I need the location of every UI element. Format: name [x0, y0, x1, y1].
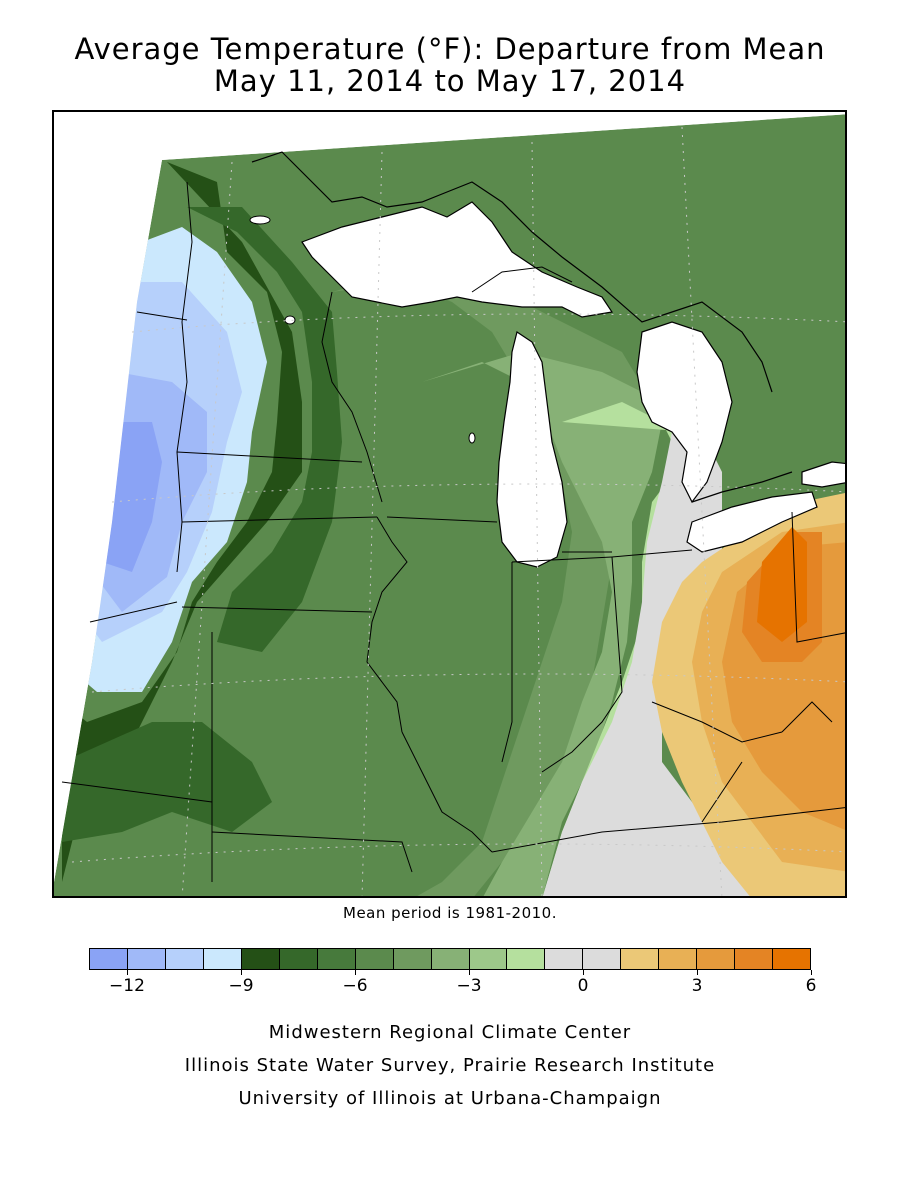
- shoreline-north: [251, 151, 793, 503]
- legend-swatch: [90, 949, 128, 969]
- map-panel: [52, 110, 847, 898]
- warm-region-peak: [757, 527, 807, 642]
- legend-tick-mark: [810, 970, 812, 975]
- legend-tick-label: −3: [456, 976, 482, 996]
- legend-swatch: [431, 949, 470, 969]
- legend-tick-label: 6: [805, 976, 817, 996]
- legend-swatch: [583, 949, 622, 969]
- legend-swatch: [393, 949, 432, 969]
- legend-tick-label: −6: [342, 976, 368, 996]
- legend-tick-mark: [354, 970, 356, 975]
- small-island: [284, 315, 296, 325]
- map-title: Average Temperature (°F): Departure from…: [74, 32, 826, 66]
- legend-tick-mark: [126, 970, 128, 975]
- legend-swatch: [697, 949, 736, 969]
- very-cool-band-2: [187, 207, 342, 652]
- legend-tick-label: −12: [109, 976, 145, 996]
- lake-erie: [686, 491, 818, 553]
- legend-tick-label: −9: [228, 976, 254, 996]
- credit-line-2: Illinois State Water Survey, Prairie Res…: [184, 1055, 716, 1076]
- credit-line-1: Midwestern Regional Climate Center: [268, 1022, 632, 1043]
- cool-band-west: [62, 722, 272, 842]
- legend-swatch: [735, 949, 774, 969]
- legend-swatch: [355, 949, 394, 969]
- mean-period-note: Mean period is 1981-2010.: [343, 904, 557, 922]
- color-legend: [89, 948, 811, 970]
- temperature-departure-map: [54, 112, 845, 896]
- legend-swatch: [773, 949, 811, 969]
- legend-tick-label: 0: [577, 976, 589, 996]
- slight-cool-band: [422, 352, 662, 896]
- legend-swatch: [203, 949, 242, 969]
- legend-tick-label: 3: [691, 976, 703, 996]
- lake-michigan: [496, 331, 568, 568]
- legend-swatch: [507, 949, 546, 969]
- legend-swatch: [279, 949, 318, 969]
- legend-tick-mark: [468, 970, 470, 975]
- legend-swatch: [317, 949, 356, 969]
- legend-swatch: [127, 949, 166, 969]
- no-data-area: [54, 112, 845, 882]
- legend-swatch: [545, 949, 584, 969]
- legend-swatch: [241, 949, 280, 969]
- small-island-2: [468, 432, 476, 444]
- very-cool-band: [62, 162, 302, 882]
- graticule: [71, 126, 845, 896]
- great-lakes: [301, 201, 845, 568]
- state-boundaries: [61, 181, 845, 882]
- isle-royale: [249, 215, 271, 225]
- legend-tick-mark: [582, 970, 584, 975]
- map-date-range: May 11, 2014 to May 17, 2014: [213, 64, 687, 98]
- legend-swatch: [659, 949, 698, 969]
- legend-swatch: [621, 949, 660, 969]
- credit-line-3: University of Illinois at Urbana-Champai…: [238, 1088, 662, 1109]
- legend-swatch: [469, 949, 508, 969]
- legend-tick-mark: [240, 970, 242, 975]
- legend-swatch: [165, 949, 204, 969]
- lake-ontario: [801, 461, 845, 488]
- legend-tick-mark: [696, 970, 698, 975]
